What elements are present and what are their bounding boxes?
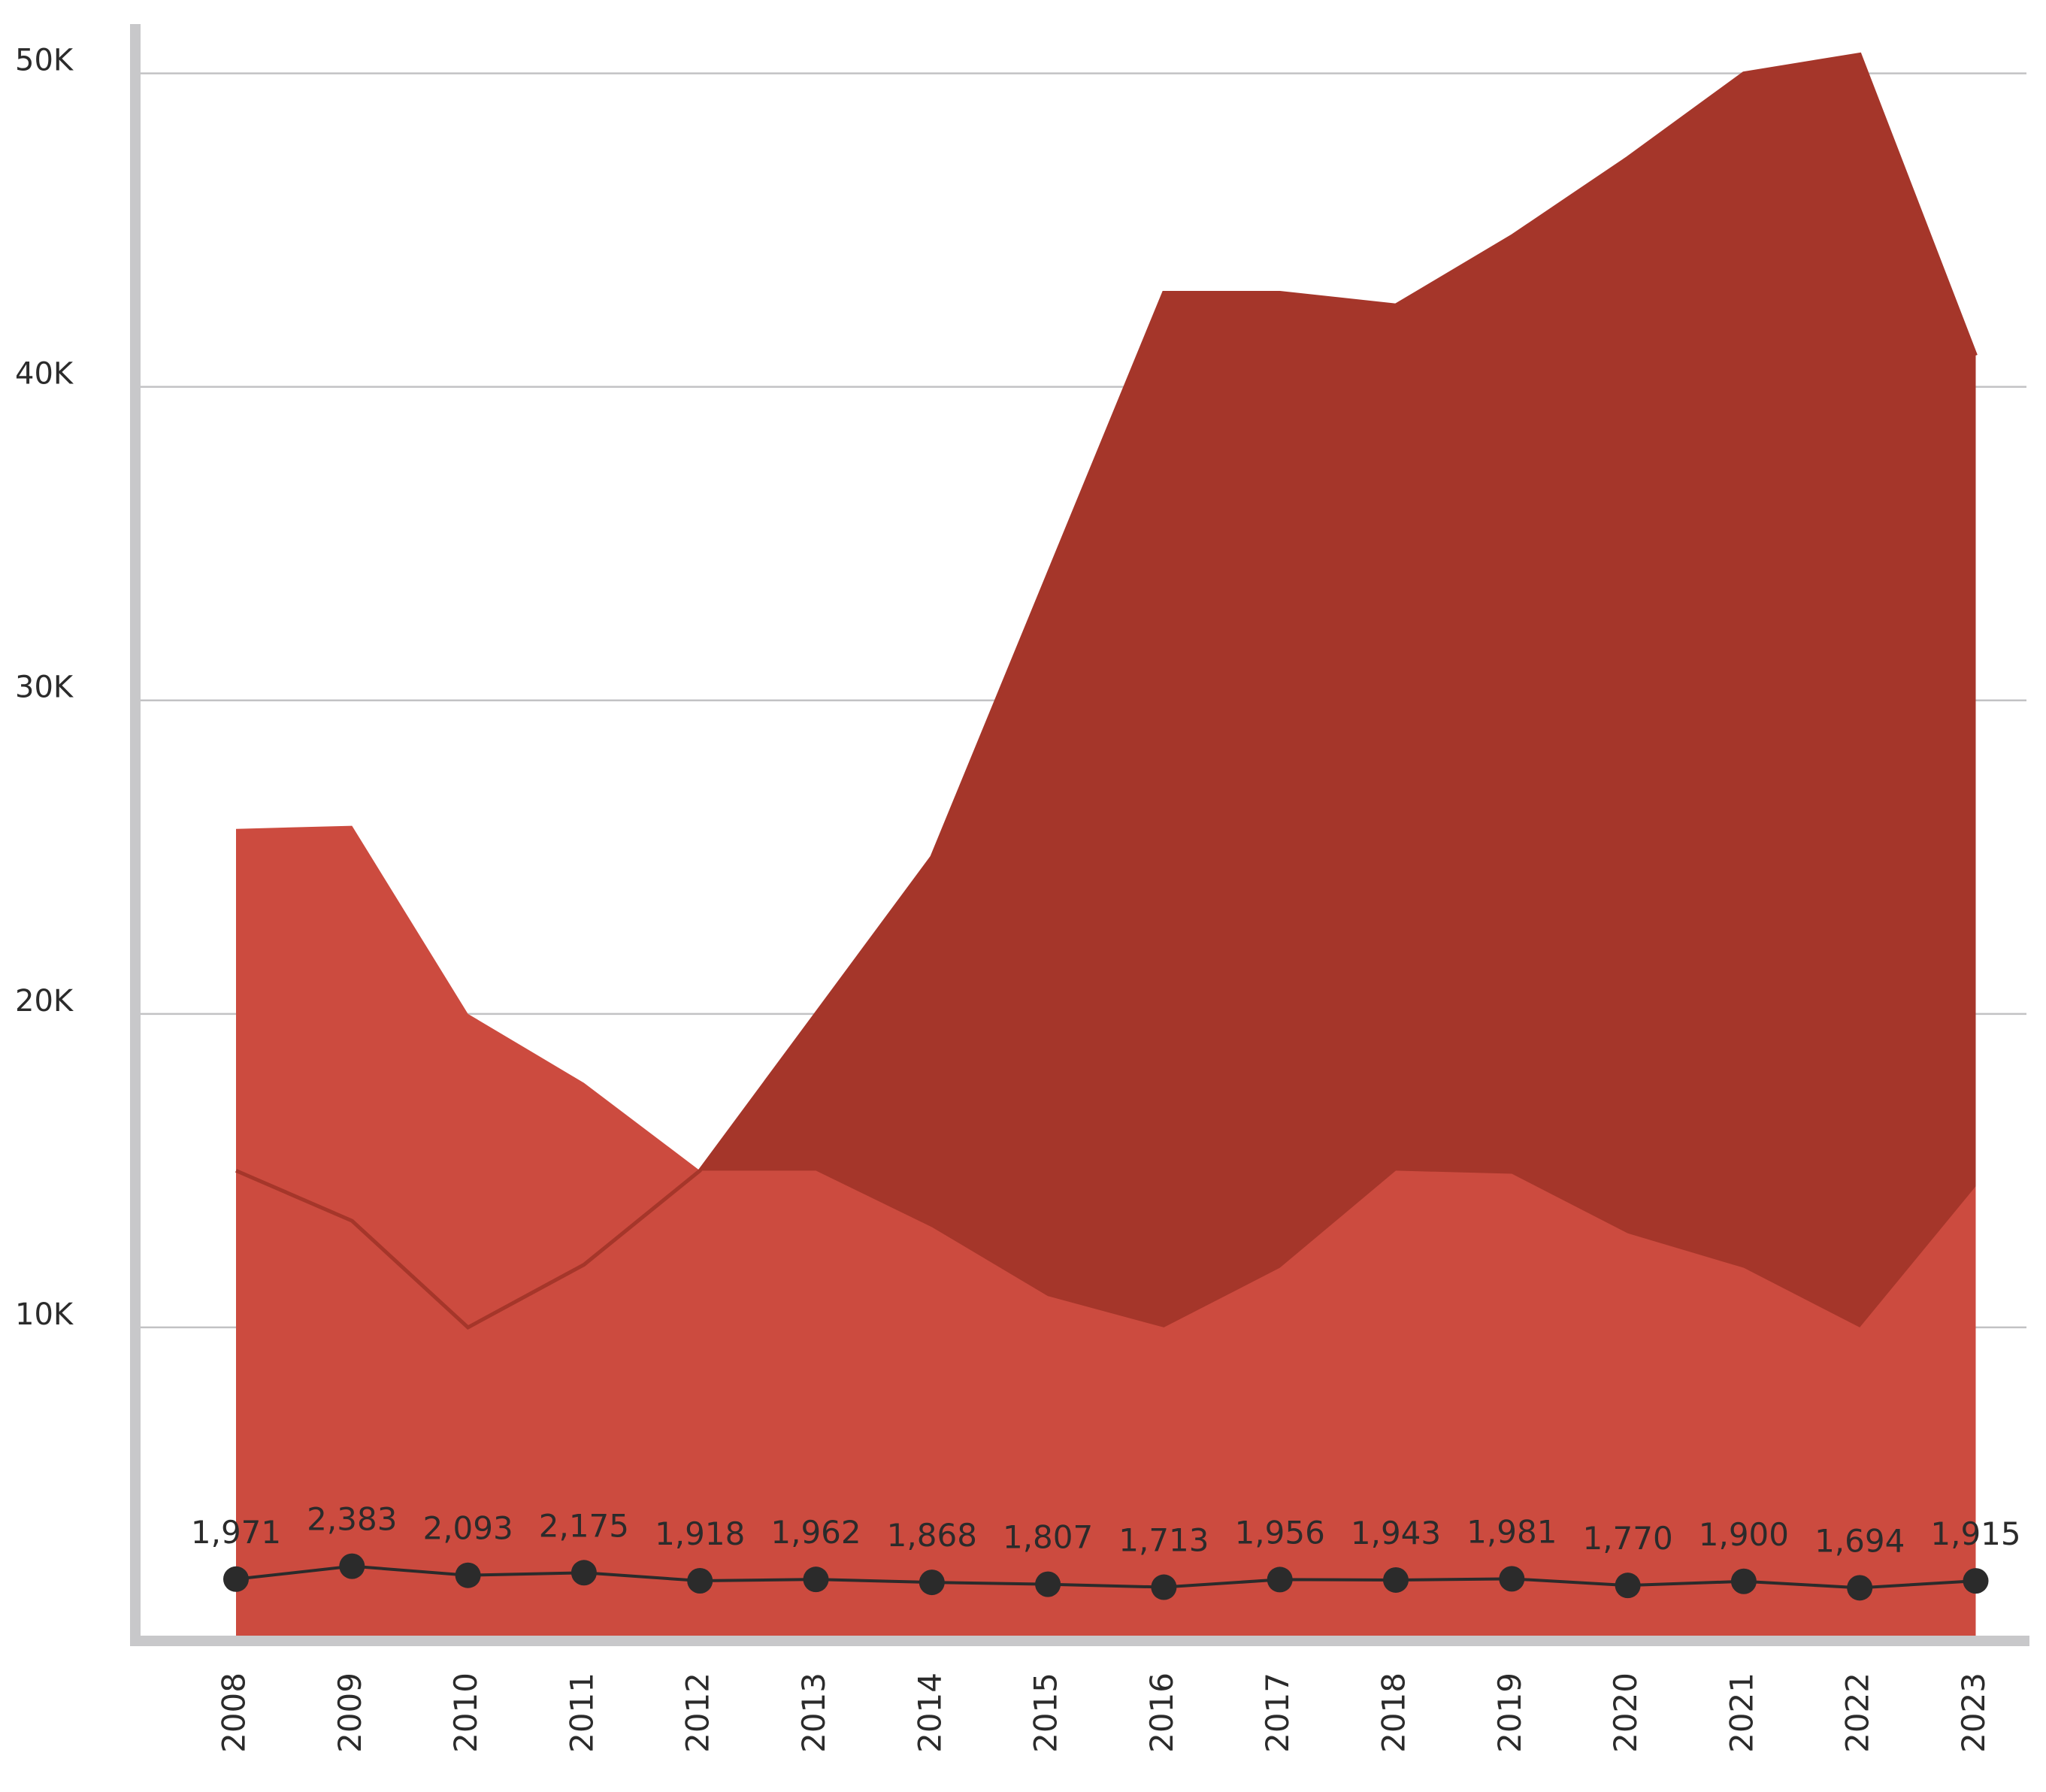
data-label: 1,943 [1351, 1515, 1441, 1551]
line [235, 1564, 1976, 1590]
y-tick-label: 40K [15, 357, 74, 392]
data-label: 1,694 [1814, 1522, 1905, 1559]
x-tick-label: 2023 [1955, 1672, 1992, 1753]
point [1151, 1574, 1177, 1600]
y-tick-label: 30K [15, 670, 74, 705]
y-tick-label: 10K [15, 1297, 74, 1332]
point [1963, 1568, 1989, 1594]
data-label: 2,093 [422, 1510, 513, 1547]
y-tick-label: 20K [15, 984, 74, 1019]
x-tick-label: 2014 [911, 1672, 948, 1753]
area-outline [235, 52, 1978, 1330]
x-tick-label: 2018 [1376, 1672, 1412, 1753]
x-tick-label: 2020 [1607, 1672, 1644, 1753]
point [1615, 1573, 1641, 1599]
data-label: 1,807 [1003, 1519, 1093, 1556]
point [803, 1566, 829, 1593]
point [1730, 1568, 1757, 1594]
y-tick-label: 50K [15, 44, 74, 78]
x-tick-label: 2008 [216, 1672, 253, 1753]
x-tick-label: 2013 [795, 1672, 832, 1753]
labels: 10K 20K 30K 40K 50K 2008 2009 2010 2011 2012 2013 2… [15, 44, 2021, 1753]
x-tick-label: 2021 [1723, 1672, 1760, 1753]
x-tick-label: 2015 [1028, 1672, 1064, 1753]
point [223, 1566, 249, 1592]
x-tick-label: 2011 [563, 1672, 600, 1753]
x-tick-label: 2010 [447, 1672, 484, 1753]
data-label: 1,915 [1930, 1515, 2020, 1552]
data-label: 2,175 [539, 1507, 629, 1544]
axes [130, 24, 2029, 1646]
point [919, 1570, 945, 1596]
data-label: 1,971 [191, 1514, 281, 1551]
data-label: 1,900 [1699, 1516, 1789, 1553]
point [339, 1553, 365, 1579]
area [236, 825, 1976, 1641]
point [687, 1568, 713, 1594]
x-tick-label: 2016 [1143, 1672, 1180, 1753]
x-tick-label: 2022 [1839, 1672, 1876, 1753]
x-tick-label: 2017 [1259, 1672, 1296, 1753]
data-label: 1,713 [1118, 1522, 1209, 1559]
x-tick-label: 2012 [679, 1672, 716, 1753]
data-label: 1,770 [1582, 1520, 1672, 1557]
data-label: 1,918 [655, 1515, 745, 1552]
point [1383, 1566, 1409, 1593]
x-tick-label: 2009 [331, 1672, 368, 1753]
point [1267, 1566, 1293, 1593]
data-label: 1,962 [770, 1514, 861, 1551]
x-tick-label: 2019 [1491, 1672, 1528, 1753]
plot-area [223, 52, 1989, 1642]
data-label: 1,981 [1466, 1513, 1557, 1550]
data-label: 1,956 [1235, 1514, 1325, 1551]
point [1499, 1566, 1525, 1592]
data-label: 1,868 [887, 1517, 977, 1554]
point [571, 1560, 597, 1586]
point [1035, 1571, 1061, 1597]
data-label: 2,383 [307, 1501, 397, 1538]
point [1847, 1575, 1873, 1601]
point [455, 1562, 481, 1588]
